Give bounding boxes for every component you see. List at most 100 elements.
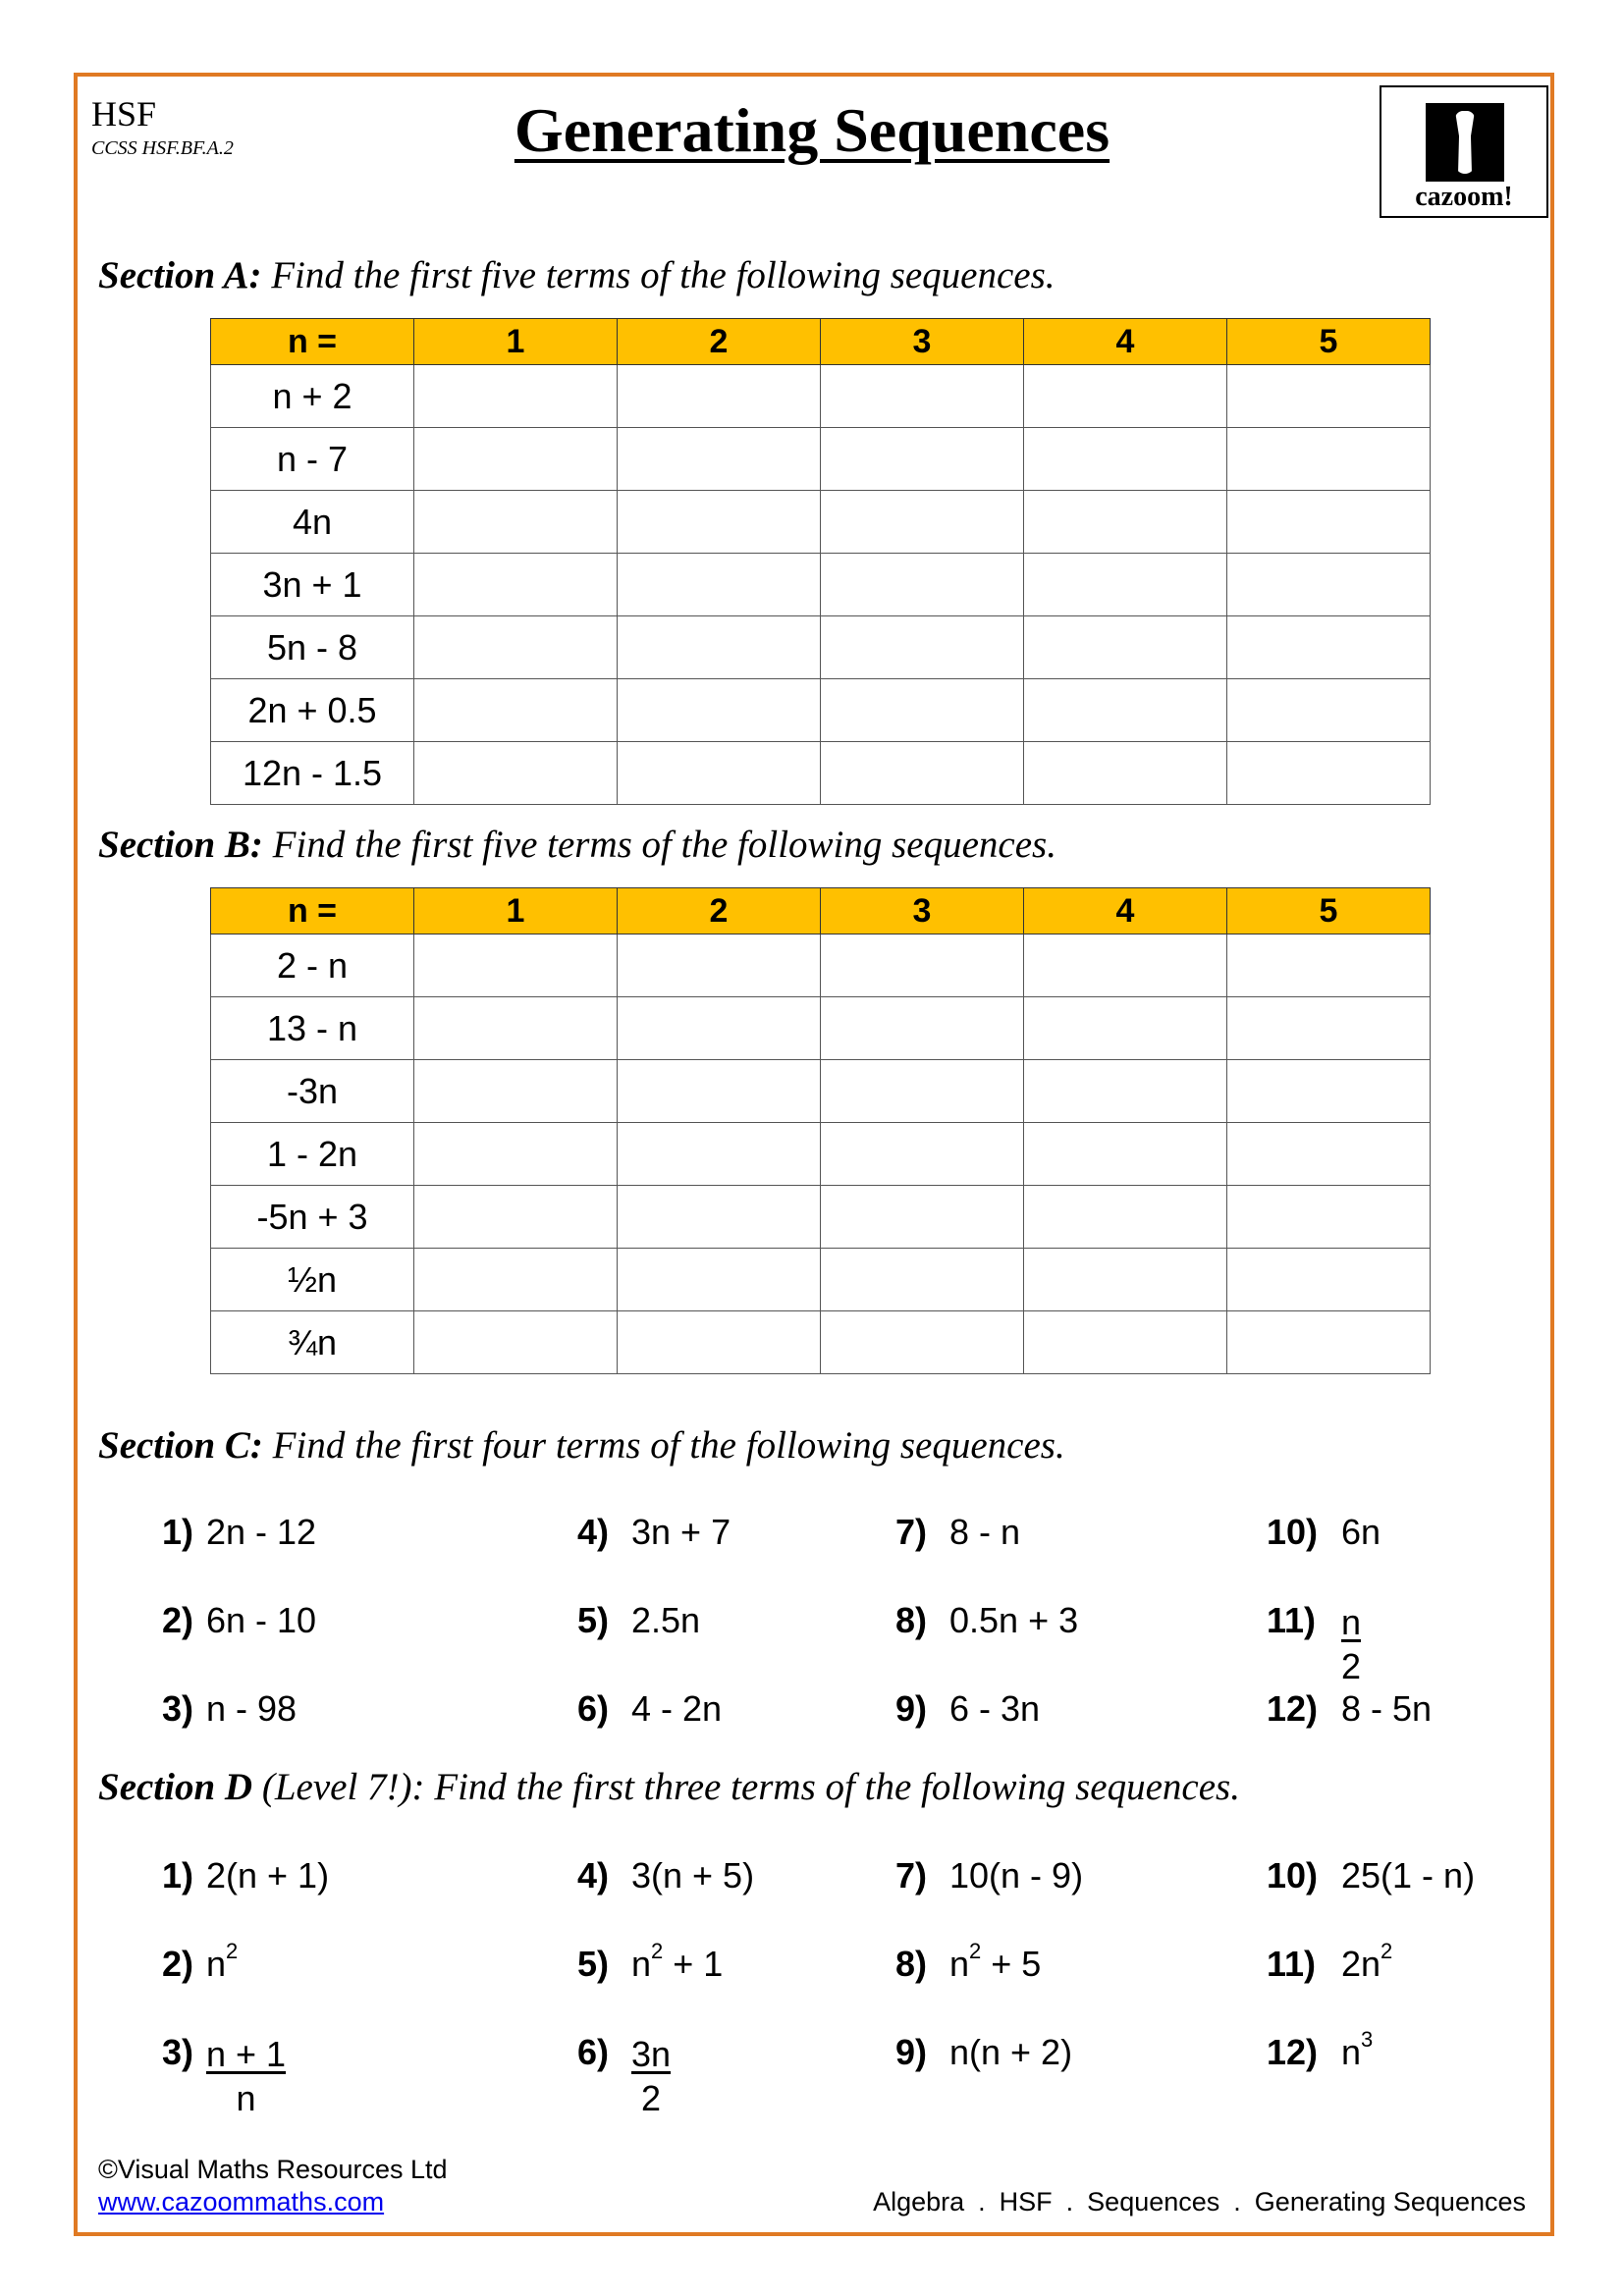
answer-cell[interactable]	[1023, 364, 1227, 428]
answer-cell[interactable]	[617, 1185, 821, 1249]
answer-cell[interactable]	[1023, 427, 1227, 491]
table-row: 2 - n	[210, 934, 1431, 997]
answer-cell[interactable]	[617, 1122, 821, 1186]
answer-cell[interactable]	[820, 1185, 1024, 1249]
answer-cell[interactable]	[1023, 615, 1227, 679]
sequence-rule: 2n + 0.5	[210, 678, 414, 742]
table-row: ½n	[210, 1248, 1431, 1311]
answer-cell[interactable]	[820, 427, 1024, 491]
answer-cell[interactable]	[617, 1310, 821, 1374]
answer-cell[interactable]	[413, 1122, 618, 1186]
numerator: n + 1	[206, 2034, 287, 2074]
answer-cell[interactable]	[1023, 678, 1227, 742]
website-link[interactable]: www.cazoommaths.com	[98, 2187, 385, 2216]
answer-cell[interactable]	[820, 1248, 1024, 1311]
answer-cell[interactable]	[820, 490, 1024, 554]
answer-cell[interactable]	[1226, 934, 1431, 997]
answer-cell[interactable]	[413, 678, 618, 742]
answer-cell[interactable]	[820, 678, 1024, 742]
column-header: n =	[210, 887, 414, 934]
answer-cell[interactable]	[1023, 490, 1227, 554]
table-row: 5n - 8	[210, 615, 1431, 679]
answer-cell[interactable]	[617, 678, 821, 742]
column-header: n =	[210, 318, 414, 365]
answer-cell[interactable]	[820, 934, 1024, 997]
answer-cell[interactable]	[617, 1059, 821, 1123]
answer-cell[interactable]	[617, 615, 821, 679]
answer-cell[interactable]	[820, 1059, 1024, 1123]
answer-cell[interactable]	[1023, 934, 1227, 997]
answer-cell[interactable]	[413, 364, 618, 428]
answer-cell[interactable]	[413, 1185, 618, 1249]
question-number: 4)	[577, 1512, 610, 1552]
answer-cell[interactable]	[1023, 1185, 1227, 1249]
answer-cell[interactable]	[1023, 1248, 1227, 1311]
answer-cell[interactable]	[1226, 1185, 1431, 1249]
answer-cell[interactable]	[1226, 427, 1431, 491]
answer-cell[interactable]	[1023, 1059, 1227, 1123]
answer-cell[interactable]	[617, 1248, 821, 1311]
answer-cell[interactable]	[1023, 996, 1227, 1060]
answer-cell[interactable]	[413, 1310, 618, 1374]
answer-cell[interactable]	[1226, 1310, 1431, 1374]
column-header: 2	[617, 318, 821, 365]
answer-cell[interactable]	[1226, 553, 1431, 616]
answer-cell[interactable]	[820, 553, 1024, 616]
answer-cell[interactable]	[617, 934, 821, 997]
header-row: n = 1 2 3 4 5	[210, 887, 1431, 934]
answer-cell[interactable]	[617, 427, 821, 491]
header-row: n = 1 2 3 4 5	[210, 318, 1431, 365]
answer-cell[interactable]	[820, 1122, 1024, 1186]
answer-cell[interactable]	[1023, 1310, 1227, 1374]
answer-cell[interactable]	[1226, 1248, 1431, 1311]
answer-cell[interactable]	[1226, 1059, 1431, 1123]
expression: 0.5n + 3	[949, 1600, 1079, 1640]
answer-cell[interactable]	[1226, 741, 1431, 805]
answer-cell[interactable]	[1023, 1122, 1227, 1186]
question-item: 1) 2n - 12	[162, 1512, 316, 1553]
answer-cell[interactable]	[1226, 490, 1431, 554]
cazoom-logo: cazoom!	[1380, 85, 1548, 218]
answer-cell[interactable]	[820, 1310, 1024, 1374]
answer-cell[interactable]	[413, 427, 618, 491]
answer-cell[interactable]	[413, 1248, 618, 1311]
answer-cell[interactable]	[413, 615, 618, 679]
answer-cell[interactable]	[413, 490, 618, 554]
answer-cell[interactable]	[1023, 553, 1227, 616]
answer-cell[interactable]	[820, 364, 1024, 428]
question-item: 11) 2n2	[1267, 1941, 1392, 1985]
table-row: 12n - 1.5	[210, 741, 1431, 805]
answer-cell[interactable]	[1226, 1122, 1431, 1186]
answer-cell[interactable]	[617, 996, 821, 1060]
answer-cell[interactable]	[617, 553, 821, 616]
question-number: 12)	[1267, 1688, 1319, 1729]
breadcrumb-item: .	[1065, 2187, 1074, 2216]
answer-cell[interactable]	[820, 996, 1024, 1060]
answer-cell[interactable]	[820, 741, 1024, 805]
numerator: 3n	[631, 2034, 672, 2074]
expression-tail: + 1	[663, 1944, 724, 1984]
question-item: 3) n - 98	[162, 1688, 297, 1730]
answer-cell[interactable]	[617, 741, 821, 805]
answer-cell[interactable]	[413, 1059, 618, 1123]
answer-cell[interactable]	[413, 741, 618, 805]
answer-cell[interactable]	[820, 615, 1024, 679]
breadcrumb-item: Generating Sequences	[1254, 2187, 1526, 2216]
answer-cell[interactable]	[1226, 678, 1431, 742]
answer-cell[interactable]	[1226, 615, 1431, 679]
answer-cell[interactable]	[617, 490, 821, 554]
question-number: 3)	[162, 1688, 194, 1729]
answer-cell[interactable]	[1226, 364, 1431, 428]
answer-cell[interactable]	[1226, 996, 1431, 1060]
answer-cell[interactable]	[413, 934, 618, 997]
answer-cell[interactable]	[1023, 741, 1227, 805]
question-item: 2) n2	[162, 1941, 238, 1985]
answer-cell[interactable]	[413, 553, 618, 616]
table-row: n - 7	[210, 427, 1431, 491]
question-item: 6) 3n 2	[577, 2032, 671, 2120]
answer-cell[interactable]	[413, 996, 618, 1060]
section-c-heading: Section C: Find the first four terms of …	[98, 1424, 1065, 1467]
question-number: 4)	[577, 1855, 610, 1896]
answer-cell[interactable]	[617, 364, 821, 428]
